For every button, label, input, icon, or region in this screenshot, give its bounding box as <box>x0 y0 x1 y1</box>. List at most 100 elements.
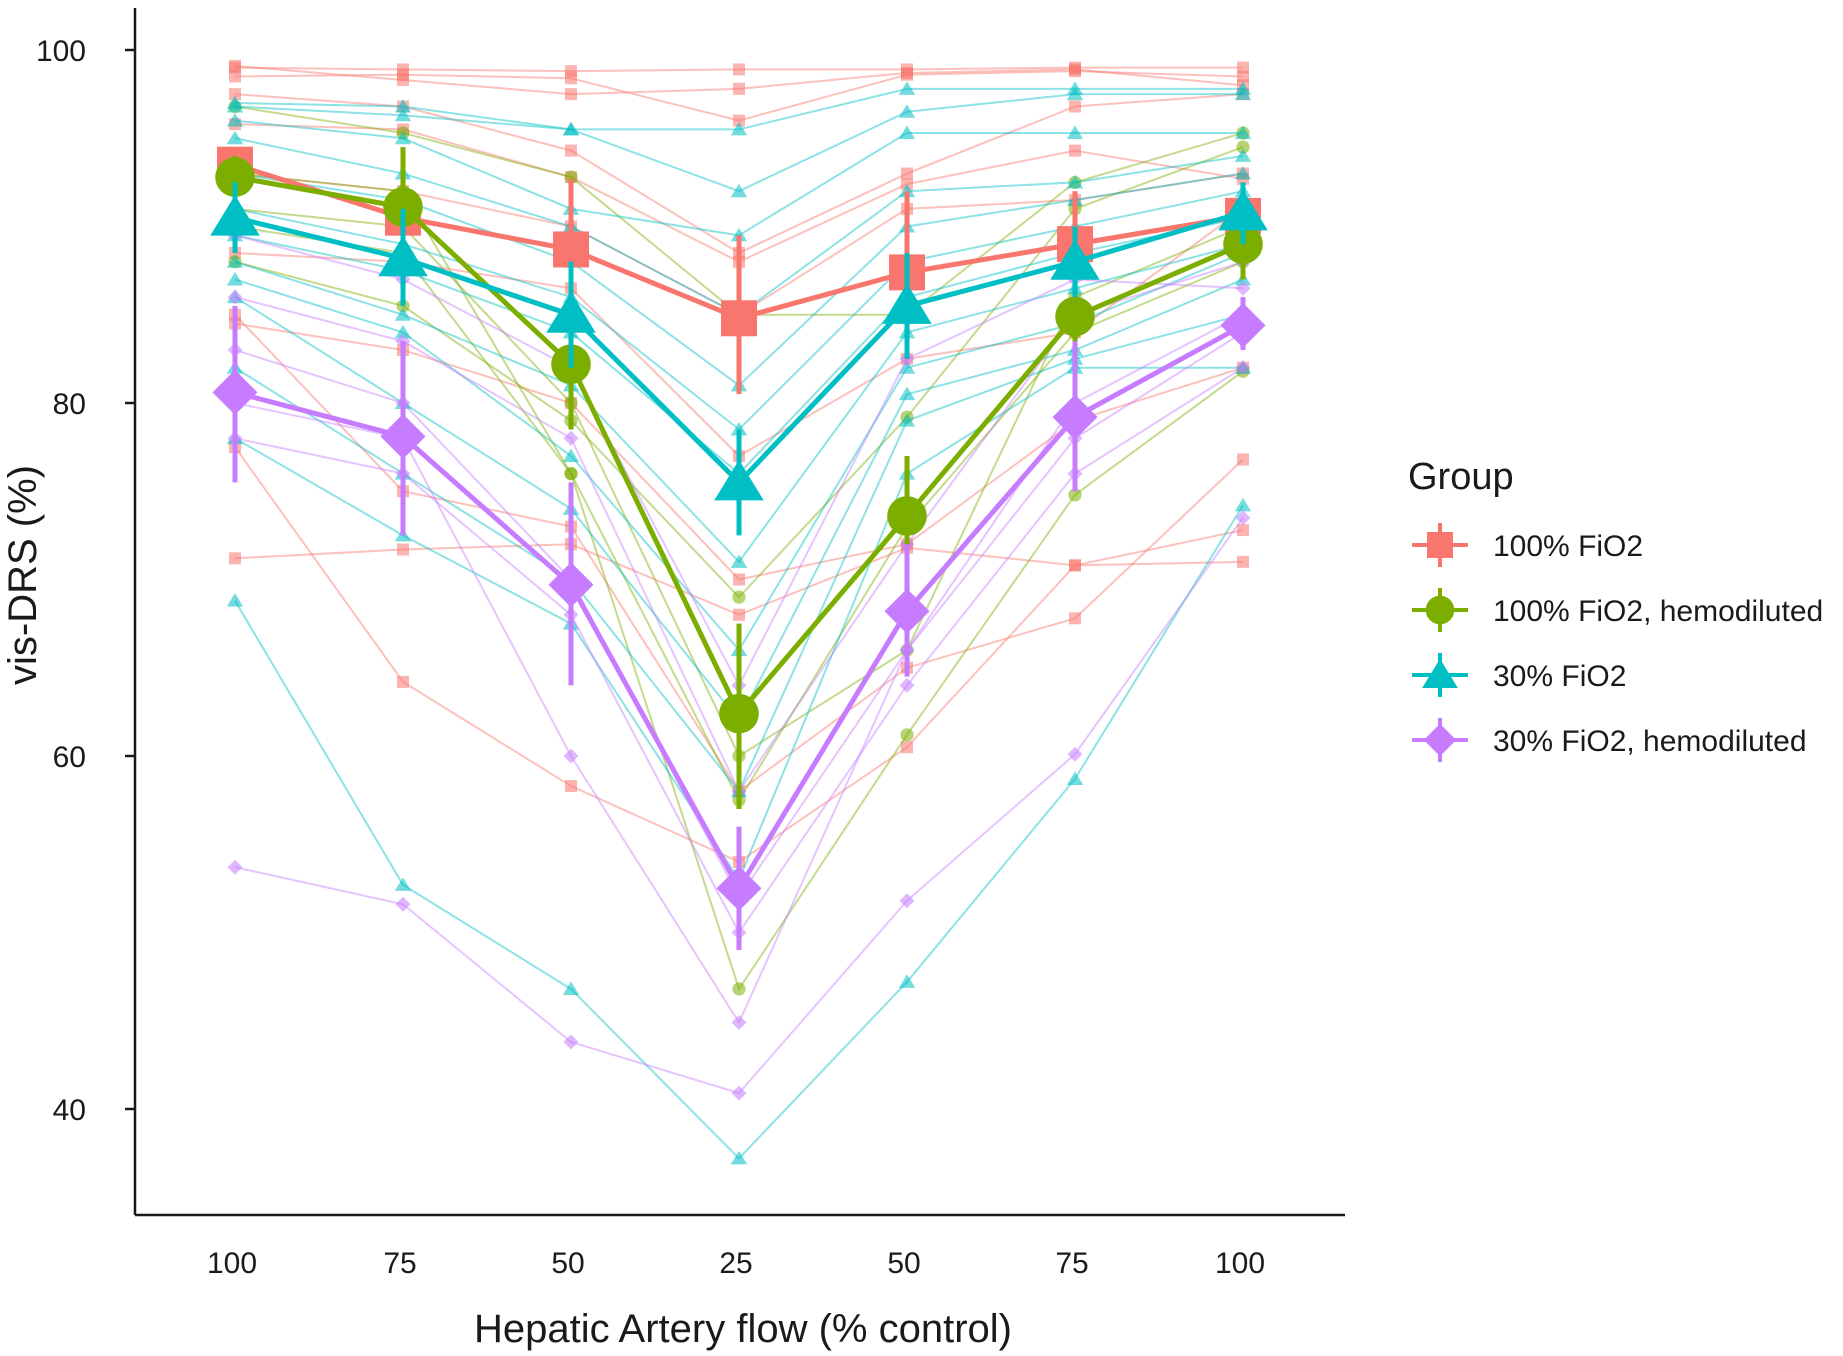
x-tick-label-5: 75 <box>1055 1247 1088 1280</box>
individual-point-s2-2-5 <box>1066 125 1084 139</box>
mean-point-s3-3 <box>716 865 762 911</box>
individual-point-s0-10-2 <box>565 780 577 793</box>
individual-point-s3-0-6 <box>1235 280 1251 296</box>
individual-point-s0-1-2 <box>565 72 577 85</box>
individual-point-s2-8-4 <box>898 360 916 374</box>
mean-point-s1-0 <box>215 157 255 197</box>
individual-point-s2-7-0 <box>226 254 244 268</box>
individual-point-s0-2-5 <box>1069 63 1081 76</box>
legend-key-marker-0 <box>1427 532 1453 558</box>
mean-point-s3-0 <box>212 369 258 415</box>
x-tick-label-3: 25 <box>719 1247 752 1280</box>
individual-point-s1-1-3 <box>732 590 746 604</box>
legend-label-3: 30% FiO2, hemodiluted <box>1493 725 1807 758</box>
individual-point-s2-1-0 <box>226 98 244 113</box>
x-tick-label-2: 50 <box>551 1247 584 1280</box>
individual-lines <box>226 59 1252 1165</box>
individual-point-s2-3-5 <box>1066 174 1084 189</box>
legend-label-2: 30% FiO2 <box>1493 660 1626 693</box>
individual-point-s3-3-4 <box>899 677 915 693</box>
individual-point-s3-4-0 <box>227 859 243 875</box>
individual-point-s2-0-4 <box>898 81 916 95</box>
individual-point-s0-10-6 <box>1237 524 1249 537</box>
individual-point-s1-4-3 <box>732 982 746 996</box>
legend-label-1: 100% FiO2, hemodiluted <box>1493 595 1823 628</box>
individual-point-s0-10-4 <box>901 741 913 754</box>
mean-point-s0-3 <box>721 300 757 337</box>
legend-title: Group <box>1408 456 1514 498</box>
individual-point-s2-1-1 <box>394 107 412 122</box>
individual-point-s0-8-3 <box>733 608 745 621</box>
individual-point-s2-0-3 <box>730 121 748 136</box>
individual-point-s2-2-4 <box>898 125 916 139</box>
mean-point-s2-1 <box>378 235 428 277</box>
individual-point-s3-4-6 <box>1235 510 1251 526</box>
individual-point-s2-10-4 <box>898 413 916 427</box>
mean-point-s2-2 <box>546 292 596 333</box>
individual-point-s2-1-4 <box>898 104 916 118</box>
x-axis-title: Hepatic Artery flow (% control) <box>474 1307 1012 1351</box>
individual-point-s2-2-3 <box>730 227 748 242</box>
individual-point-s1-4-2 <box>564 467 578 481</box>
mean-point-s3-5 <box>1052 394 1098 440</box>
individual-point-s2-1-6 <box>1234 86 1252 101</box>
individual-point-s0-10-5 <box>1069 559 1081 572</box>
y-tick-label-3: 100 <box>36 35 86 68</box>
individual-point-s2-2-1 <box>394 130 412 145</box>
individual-point-s0-2-0 <box>229 59 241 72</box>
individual-point-s3-4-5 <box>1067 746 1083 762</box>
individual-point-s0-3-4 <box>901 167 913 180</box>
individual-point-s0-8-6 <box>1237 555 1249 568</box>
individual-point-s2-1-2 <box>562 121 580 136</box>
individual-point-s2-3-0 <box>226 130 244 145</box>
individual-point-s2-3-6 <box>1234 148 1252 162</box>
mean-point-s3-2 <box>548 562 594 608</box>
mean-point-s1-3 <box>719 693 759 734</box>
individual-point-s3-3-6 <box>1235 360 1251 376</box>
individual-point-s2-4-6 <box>1234 166 1252 180</box>
individual-point-s1-4-5 <box>1068 488 1082 502</box>
individual-point-s0-7-3 <box>733 573 745 586</box>
legend: Group 100% FiO2 100% FiO2, hemodiluted 30%… <box>1408 456 1823 762</box>
legend-key-marker-3 <box>1423 723 1457 757</box>
individual-point-s2-12-4 <box>898 974 916 988</box>
individual-point-s1-4-4 <box>900 728 914 742</box>
mean-point-s2-5 <box>1050 239 1100 280</box>
tick-labels: 40 60 80 100 100 75 50 25 50 75 100 <box>36 35 1265 1280</box>
individual-point-s2-12-6 <box>1234 497 1252 512</box>
individual-point-s0-3-5 <box>1069 100 1081 113</box>
individual-point-s3-4-4 <box>899 893 915 909</box>
individual-point-s2-12-2 <box>562 981 580 995</box>
x-tick-label-0: 100 <box>207 1247 257 1280</box>
individual-point-s0-8-0 <box>229 552 241 565</box>
individual-point-s2-2-0 <box>226 113 244 127</box>
individual-point-s0-9-5 <box>1069 612 1081 625</box>
individual-point-s0-2-1 <box>397 74 409 87</box>
mean-point-s2-0 <box>210 195 260 236</box>
individual-point-s2-2-6 <box>1234 125 1252 139</box>
individual-point-s3-5-3 <box>731 1015 747 1031</box>
individual-point-s0-1-0 <box>229 70 241 83</box>
mean-point-s2-6 <box>1218 189 1268 231</box>
individual-point-s2-3-4 <box>898 183 916 198</box>
individual-point-s2-7-3 <box>730 554 748 568</box>
individual-point-s0-2-4 <box>901 66 913 79</box>
mean-point-s2-4 <box>882 283 932 324</box>
individual-point-s2-8-0 <box>226 271 244 286</box>
individual-point-s0-3-2 <box>565 144 577 157</box>
individual-point-s0-10-1 <box>397 675 409 688</box>
legend-key-marker-2 <box>1422 658 1458 688</box>
mean-point-s2-3 <box>714 459 764 501</box>
mean-point-s3-4 <box>884 588 930 634</box>
mean-point-s1-1 <box>383 187 423 227</box>
mean-point-s3-1 <box>380 414 426 460</box>
individual-point-s2-12-1 <box>394 877 412 891</box>
y-tick-label-0: 40 <box>53 1094 86 1127</box>
individual-point-s2-9-4 <box>898 386 916 401</box>
individual-point-s0-9-6 <box>1237 453 1249 466</box>
y-tick-label-2: 80 <box>53 388 86 421</box>
individual-point-s3-1-2 <box>563 430 579 446</box>
x-tick-label-4: 50 <box>887 1247 920 1280</box>
